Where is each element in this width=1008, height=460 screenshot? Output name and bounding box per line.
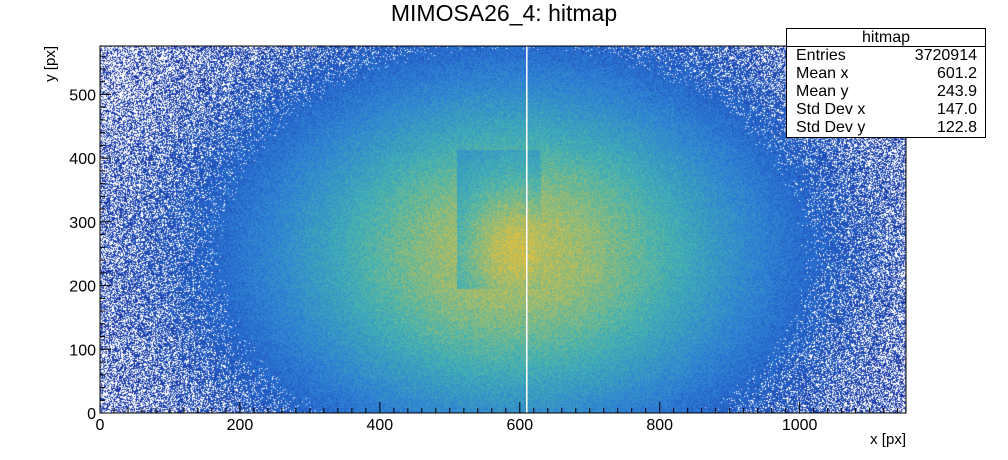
plot-frame [99,45,907,414]
y-tick-label: 0 [87,406,96,423]
heatmap-image [100,46,906,413]
x-axis-label: x [px] [870,431,906,448]
stats-row-stddev-y: Std Dev y 122.8 [787,119,985,137]
stats-row-entries: Entries 3720914 [787,47,985,65]
stats-title: hitmap [787,29,985,47]
y-axis-label: y [px] [42,46,59,82]
y-tick-label: 100 [69,342,96,359]
stats-value: 3720914 [914,47,977,64]
y-tick-label: 200 [69,279,96,296]
heatmap-pixels [100,46,906,413]
x-tick-label: 400 [367,417,394,434]
stats-label: Entries [796,47,846,64]
stats-value: 601.2 [936,65,977,82]
x-tick-label: 1000 [782,417,818,434]
chart-title: MIMOSA26_4: hitmap [390,0,618,26]
x-tick-label: 200 [227,417,254,434]
stats-row-stddev-x: Std Dev x 147.0 [787,101,985,119]
stats-label: Std Dev y [796,119,866,136]
stats-label: Std Dev x [796,101,866,118]
y-axis: 0 100 200 300 400 500 [69,55,111,423]
stats-value: 147.0 [936,101,977,118]
stats-label: Mean y [796,83,849,100]
x-tick-label: 800 [646,417,673,434]
x-tick-label: 0 [96,417,105,434]
y-tick-label: 400 [69,151,96,168]
stats-box: hitmap Entries 3720914 Mean x 601.2 Mean… [786,28,986,138]
stats-value: 122.8 [936,119,977,136]
y-tick-label: 500 [69,87,96,104]
stats-row-mean-y: Mean y 243.9 [787,83,985,101]
stats-value: 243.9 [936,83,977,100]
stats-row-mean-x: Mean x 601.2 [787,65,985,83]
x-tick-label: 600 [506,417,533,434]
x-axis: 0 200 400 600 800 1000 [96,402,899,434]
y-tick-label: 300 [69,215,96,232]
stats-label: Mean x [796,65,849,82]
